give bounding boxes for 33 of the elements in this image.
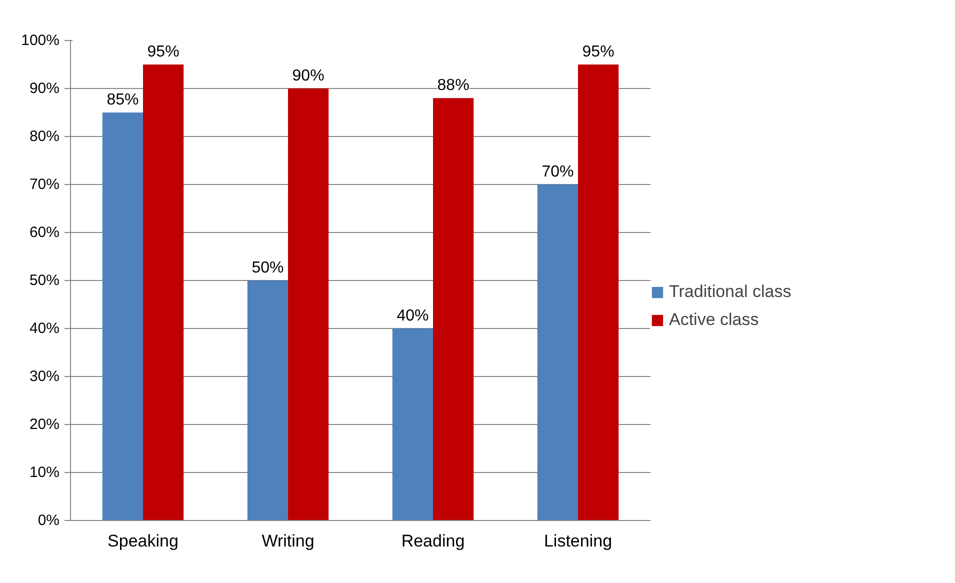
data-label: 95% [147, 44, 180, 60]
x-tick-label: Speaking [108, 532, 178, 550]
y-tick-label: 20% [29, 416, 60, 433]
y-tick-label: 70% [29, 176, 60, 193]
y-tick-label: 90% [29, 80, 60, 97]
y-tick-label: 80% [29, 128, 60, 145]
y-tick-label: 60% [29, 224, 60, 241]
x-tick-label: Listening [544, 532, 612, 550]
data-label: 50% [252, 260, 284, 276]
data-label: 95% [582, 44, 614, 60]
data-label: 90% [292, 68, 324, 84]
data-label: 85% [106, 92, 139, 108]
data-label: 88% [437, 77, 470, 94]
y-tick-label: 50% [29, 272, 60, 289]
y-tick-label: 30% [29, 368, 60, 385]
legend-label: Active class [669, 310, 759, 330]
data-label: 40% [396, 308, 429, 324]
x-tick-label: Reading [401, 532, 465, 550]
bar [102, 112, 143, 520]
y-tick-label: 0% [38, 512, 60, 529]
bar [433, 98, 474, 520]
bar [537, 184, 578, 520]
bar [143, 64, 184, 520]
y-tick-label: 10% [29, 464, 60, 481]
y-tick-label: 100% [21, 32, 60, 49]
y-tick-label: 40% [29, 320, 60, 337]
x-tick-label: Writing [262, 532, 314, 550]
bar [392, 328, 433, 520]
legend-label: Traditional class [669, 282, 792, 302]
data-label: 70% [542, 164, 574, 180]
bar [288, 88, 329, 520]
bar [578, 64, 619, 520]
bar [247, 280, 288, 520]
